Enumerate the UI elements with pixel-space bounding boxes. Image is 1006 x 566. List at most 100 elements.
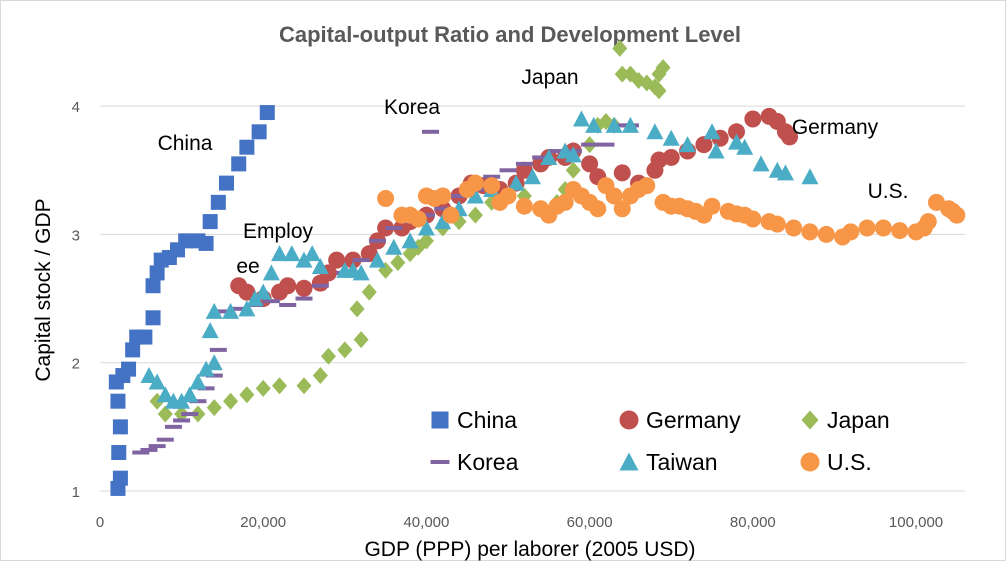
data-point xyxy=(621,116,639,133)
data-point xyxy=(703,197,721,215)
data-point xyxy=(785,219,803,237)
annotation: Employ xyxy=(243,220,314,243)
data-point xyxy=(614,65,630,83)
legend-marker xyxy=(430,460,450,464)
x-tick-label: 60,000 xyxy=(567,514,613,531)
data-point xyxy=(801,168,819,185)
data-point xyxy=(695,136,713,154)
data-point xyxy=(156,386,174,403)
annotation: Japan xyxy=(521,66,578,89)
data-point xyxy=(450,193,468,198)
data-point xyxy=(707,142,725,159)
y-tick-label: 4 xyxy=(72,99,80,116)
data-point xyxy=(736,138,754,155)
data-point xyxy=(605,187,623,205)
data-point xyxy=(210,194,226,210)
data-point xyxy=(434,206,452,211)
data-point xyxy=(231,156,247,172)
data-point xyxy=(515,161,533,166)
data-point xyxy=(768,215,786,233)
x-tick-label: 0 xyxy=(96,514,104,531)
data-point xyxy=(467,206,483,224)
data-point xyxy=(377,190,395,208)
data-point xyxy=(328,251,346,269)
data-point xyxy=(230,306,248,311)
data-point xyxy=(597,142,615,147)
data-point xyxy=(662,148,680,166)
y-axis-title: Capital stock / GDP xyxy=(32,198,55,381)
data-point xyxy=(272,377,288,395)
data-point xyxy=(752,155,770,172)
data-point xyxy=(312,367,328,385)
data-point xyxy=(368,238,386,243)
data-point xyxy=(121,361,137,377)
data-point xyxy=(515,197,533,215)
data-point xyxy=(320,347,336,365)
data-point xyxy=(222,302,240,319)
data-point xyxy=(173,392,191,409)
x-tick-label: 80,000 xyxy=(730,514,776,531)
data-point xyxy=(524,168,541,185)
data-point xyxy=(466,174,484,192)
data-point xyxy=(137,329,153,345)
data-point xyxy=(181,412,199,417)
annotation: Korea xyxy=(384,96,440,119)
annotation: Germany xyxy=(792,116,879,139)
data-point xyxy=(662,129,680,146)
data-point xyxy=(202,214,218,230)
data-point xyxy=(145,278,161,294)
data-point xyxy=(483,177,501,195)
annotation: China xyxy=(158,132,213,155)
data-point xyxy=(417,213,435,218)
data-point xyxy=(148,444,166,449)
legend-label: Taiwan xyxy=(646,449,718,475)
data-point xyxy=(295,279,313,297)
data-point xyxy=(409,210,427,228)
data-point xyxy=(148,373,166,390)
data-point xyxy=(262,299,280,304)
data-point xyxy=(189,399,207,404)
data-point xyxy=(421,129,439,134)
data-point xyxy=(858,219,876,237)
data-point xyxy=(532,155,550,160)
data-point xyxy=(948,206,966,224)
y-tick-label: 2 xyxy=(72,356,80,373)
y-tick-label: 1 xyxy=(72,484,80,501)
data-point xyxy=(515,161,533,179)
data-point xyxy=(613,200,631,218)
data-point xyxy=(206,399,222,417)
data-point xyxy=(239,139,255,155)
data-point xyxy=(205,354,223,371)
legend-marker xyxy=(619,410,639,430)
legend-label: China xyxy=(457,407,517,433)
data-point xyxy=(246,290,264,307)
legend-marker xyxy=(431,411,449,429)
data-point xyxy=(181,386,199,403)
data-point xyxy=(213,309,231,314)
legend-label: U.S. xyxy=(827,449,872,475)
data-point xyxy=(201,322,219,339)
data-point xyxy=(368,251,386,268)
data-point xyxy=(728,133,746,150)
data-point xyxy=(842,223,860,241)
data-point xyxy=(744,210,762,228)
data-point xyxy=(801,223,819,241)
data-point xyxy=(238,283,256,301)
data-point xyxy=(556,193,574,211)
data-point xyxy=(295,296,313,301)
data-point xyxy=(337,341,353,359)
data-point xyxy=(385,238,403,255)
data-point xyxy=(197,360,215,377)
data-point xyxy=(585,116,603,133)
data-point xyxy=(178,233,194,249)
data-point xyxy=(189,373,207,390)
data-point xyxy=(483,174,501,179)
data-point xyxy=(262,264,280,281)
data-point xyxy=(361,283,377,301)
data-point xyxy=(572,110,590,127)
data-point xyxy=(205,302,223,319)
data-point xyxy=(238,300,256,317)
x-axis-title: GDP (PPP) per laborer (2005 USD) xyxy=(364,538,695,561)
data-point xyxy=(218,175,234,191)
legend-label: Korea xyxy=(457,449,519,475)
